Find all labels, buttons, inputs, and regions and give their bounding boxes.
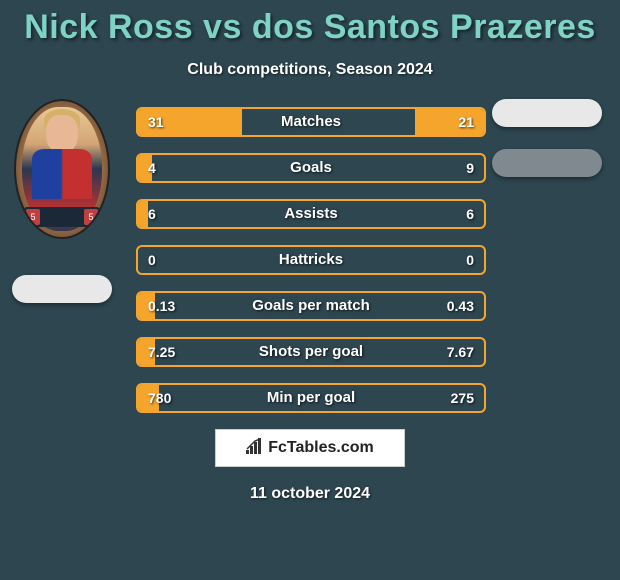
comparison-content: 5 5 3121Matches 49Goals 66Assists 00Hattric… bbox=[0, 107, 620, 413]
stat-row: 780275Min per goal bbox=[136, 383, 486, 413]
stat-row: 00Hattricks bbox=[136, 245, 486, 275]
subtitle: Club competitions, Season 2024 bbox=[0, 61, 620, 79]
stat-label: Goals per match bbox=[138, 293, 484, 319]
card-jersey bbox=[32, 149, 92, 199]
logo-text: FcTables.com bbox=[268, 439, 374, 457]
logo-icon bbox=[246, 438, 264, 459]
player-right-pill-2 bbox=[492, 149, 602, 177]
stats-table: 3121Matches 49Goals 66Assists 00Hattricks 0.… bbox=[136, 107, 486, 413]
stat-row: 7.257.67Shots per goal bbox=[136, 337, 486, 367]
stat-label: Matches bbox=[138, 109, 484, 135]
card-badge-right: 5 bbox=[84, 209, 98, 225]
stat-label: Assists bbox=[138, 201, 484, 227]
fctables-logo[interactable]: FcTables.com bbox=[215, 429, 405, 467]
player-left-avatar: 5 5 bbox=[14, 99, 110, 239]
page-title: Nick Ross vs dos Santos Prazeres bbox=[0, 0, 620, 47]
stat-label: Hattricks bbox=[138, 247, 484, 273]
stat-label: Min per goal bbox=[138, 385, 484, 411]
player-left-name-pill bbox=[12, 275, 112, 303]
stat-row: 66Assists bbox=[136, 199, 486, 229]
stat-row: 0.130.43Goals per match bbox=[136, 291, 486, 321]
date-label: 11 october 2024 bbox=[0, 485, 620, 503]
stat-label: Goals bbox=[138, 155, 484, 181]
player-right-column bbox=[492, 99, 602, 177]
card-badge-left: 5 bbox=[26, 209, 40, 225]
player-right-pill-1 bbox=[492, 99, 602, 127]
stat-row: 3121Matches bbox=[136, 107, 486, 137]
card-head bbox=[46, 115, 78, 153]
player-left-column: 5 5 bbox=[12, 99, 112, 303]
stat-label: Shots per goal bbox=[138, 339, 484, 365]
stat-row: 49Goals bbox=[136, 153, 486, 183]
